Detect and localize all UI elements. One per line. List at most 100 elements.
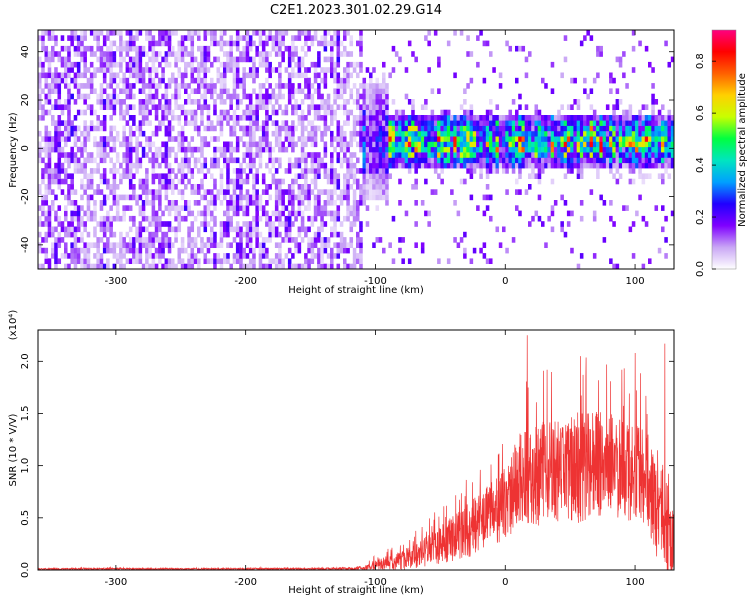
heatmap-cell — [57, 221, 62, 227]
heatmap-cell — [255, 99, 259, 105]
heatmap-cell — [274, 168, 279, 174]
heatmap-cell — [197, 168, 201, 174]
heatmap-cell — [274, 178, 279, 185]
heatmap-cell — [171, 125, 175, 132]
heatmap-cell — [89, 30, 94, 36]
heatmap-cell — [414, 115, 418, 121]
heatmap-cell — [187, 93, 191, 100]
heatmap-cell — [300, 30, 305, 36]
heatmap-cell — [171, 136, 175, 142]
heatmap-cell — [550, 162, 555, 169]
heatmap-cell — [132, 40, 136, 47]
heatmap-cell — [109, 51, 113, 57]
heatmap-cell — [592, 146, 597, 153]
heatmap-cell — [73, 263, 78, 269]
heatmap-cell — [223, 258, 227, 265]
heatmap-cell — [336, 247, 341, 254]
heatmap-cell — [135, 141, 139, 148]
heatmap-cell — [485, 109, 490, 116]
heatmap-cell — [469, 120, 474, 126]
heatmap-cell — [47, 51, 52, 57]
heatmap-cell — [440, 125, 444, 132]
heatmap-cell — [453, 130, 457, 137]
heatmap-cell — [184, 173, 188, 180]
heatmap-cell — [122, 115, 126, 121]
heatmap-cell — [414, 56, 418, 63]
heatmap-cell — [346, 210, 350, 217]
heatmap-cell — [294, 45, 298, 52]
heatmap-cell — [349, 136, 354, 142]
heatmap-cell — [86, 152, 91, 158]
heatmap-cell — [177, 189, 182, 195]
heatmap-cell — [661, 141, 665, 148]
heatmap-cell — [122, 88, 126, 95]
heatmap-cell — [161, 77, 165, 84]
heatmap-cell — [70, 125, 74, 132]
heatmap-cell — [112, 109, 117, 116]
heatmap-cell — [330, 61, 334, 68]
heatmap-cell — [352, 200, 357, 206]
heatmap-cell — [579, 152, 584, 158]
heatmap-cell — [64, 253, 68, 259]
heatmap-cell — [184, 88, 188, 95]
heatmap-cell — [154, 247, 159, 254]
heatmap-cell — [73, 162, 78, 169]
heatmap-cell — [453, 136, 457, 142]
heatmap-cell — [177, 40, 182, 47]
heatmap-cell — [268, 157, 272, 164]
heatmap-cell — [644, 157, 649, 164]
heatmap-cell — [609, 162, 613, 169]
heatmap-cell — [245, 210, 250, 217]
heatmap-cell — [109, 115, 113, 121]
heatmap-cell — [255, 168, 259, 174]
heatmap-cell — [47, 162, 52, 169]
heatmap-cell — [229, 178, 233, 185]
heatmap-cell — [323, 173, 328, 180]
heatmap-cell — [583, 77, 587, 84]
heatmap-cell — [135, 247, 139, 254]
heatmap-cell — [67, 253, 71, 259]
heatmap-cell — [83, 30, 87, 36]
heatmap-cell — [51, 146, 55, 153]
heatmap-cell — [274, 253, 279, 259]
heatmap-cell — [398, 115, 402, 121]
heatmap-cell — [586, 30, 590, 36]
heatmap-cell — [99, 136, 104, 142]
heatmap-cell — [505, 157, 509, 164]
heatmap-cell — [115, 99, 120, 105]
heatmap-cell — [187, 51, 191, 57]
heatmap-cell — [180, 141, 185, 148]
heatmap-cell — [258, 205, 263, 211]
heatmap-cell — [274, 258, 279, 265]
heatmap-cell — [112, 231, 117, 238]
heatmap-cell — [151, 200, 156, 206]
heatmap-cell — [356, 168, 360, 174]
heatmap-cell — [132, 115, 136, 121]
heatmap-cell — [164, 88, 169, 95]
heatmap-cell — [472, 168, 477, 174]
heatmap-cell — [187, 205, 191, 211]
heatmap-cell — [495, 136, 500, 142]
heatmap-cell — [313, 115, 318, 121]
heatmap-cell — [252, 263, 256, 269]
heatmap-cell — [248, 130, 253, 137]
heatmap-cell — [203, 104, 208, 111]
heatmap-cell — [245, 237, 250, 243]
heatmap-cell — [229, 35, 233, 41]
heatmap-cell — [132, 194, 136, 201]
heatmap-cell — [242, 157, 246, 164]
heatmap-cell — [563, 115, 568, 121]
heatmap-cell — [148, 221, 152, 227]
heatmap-cell — [89, 83, 94, 89]
heatmap-cell — [132, 130, 136, 137]
heatmap-cell — [485, 40, 490, 47]
heatmap-cell — [138, 205, 143, 211]
heatmap-cell — [57, 99, 62, 105]
heatmap-cell — [550, 178, 555, 185]
heatmap-cell — [64, 45, 68, 52]
heatmap-cell — [265, 141, 269, 148]
heatmap-cell — [223, 40, 227, 47]
heatmap-cell — [557, 125, 561, 132]
heatmap-cell — [508, 162, 513, 169]
heatmap-cell — [274, 30, 279, 36]
